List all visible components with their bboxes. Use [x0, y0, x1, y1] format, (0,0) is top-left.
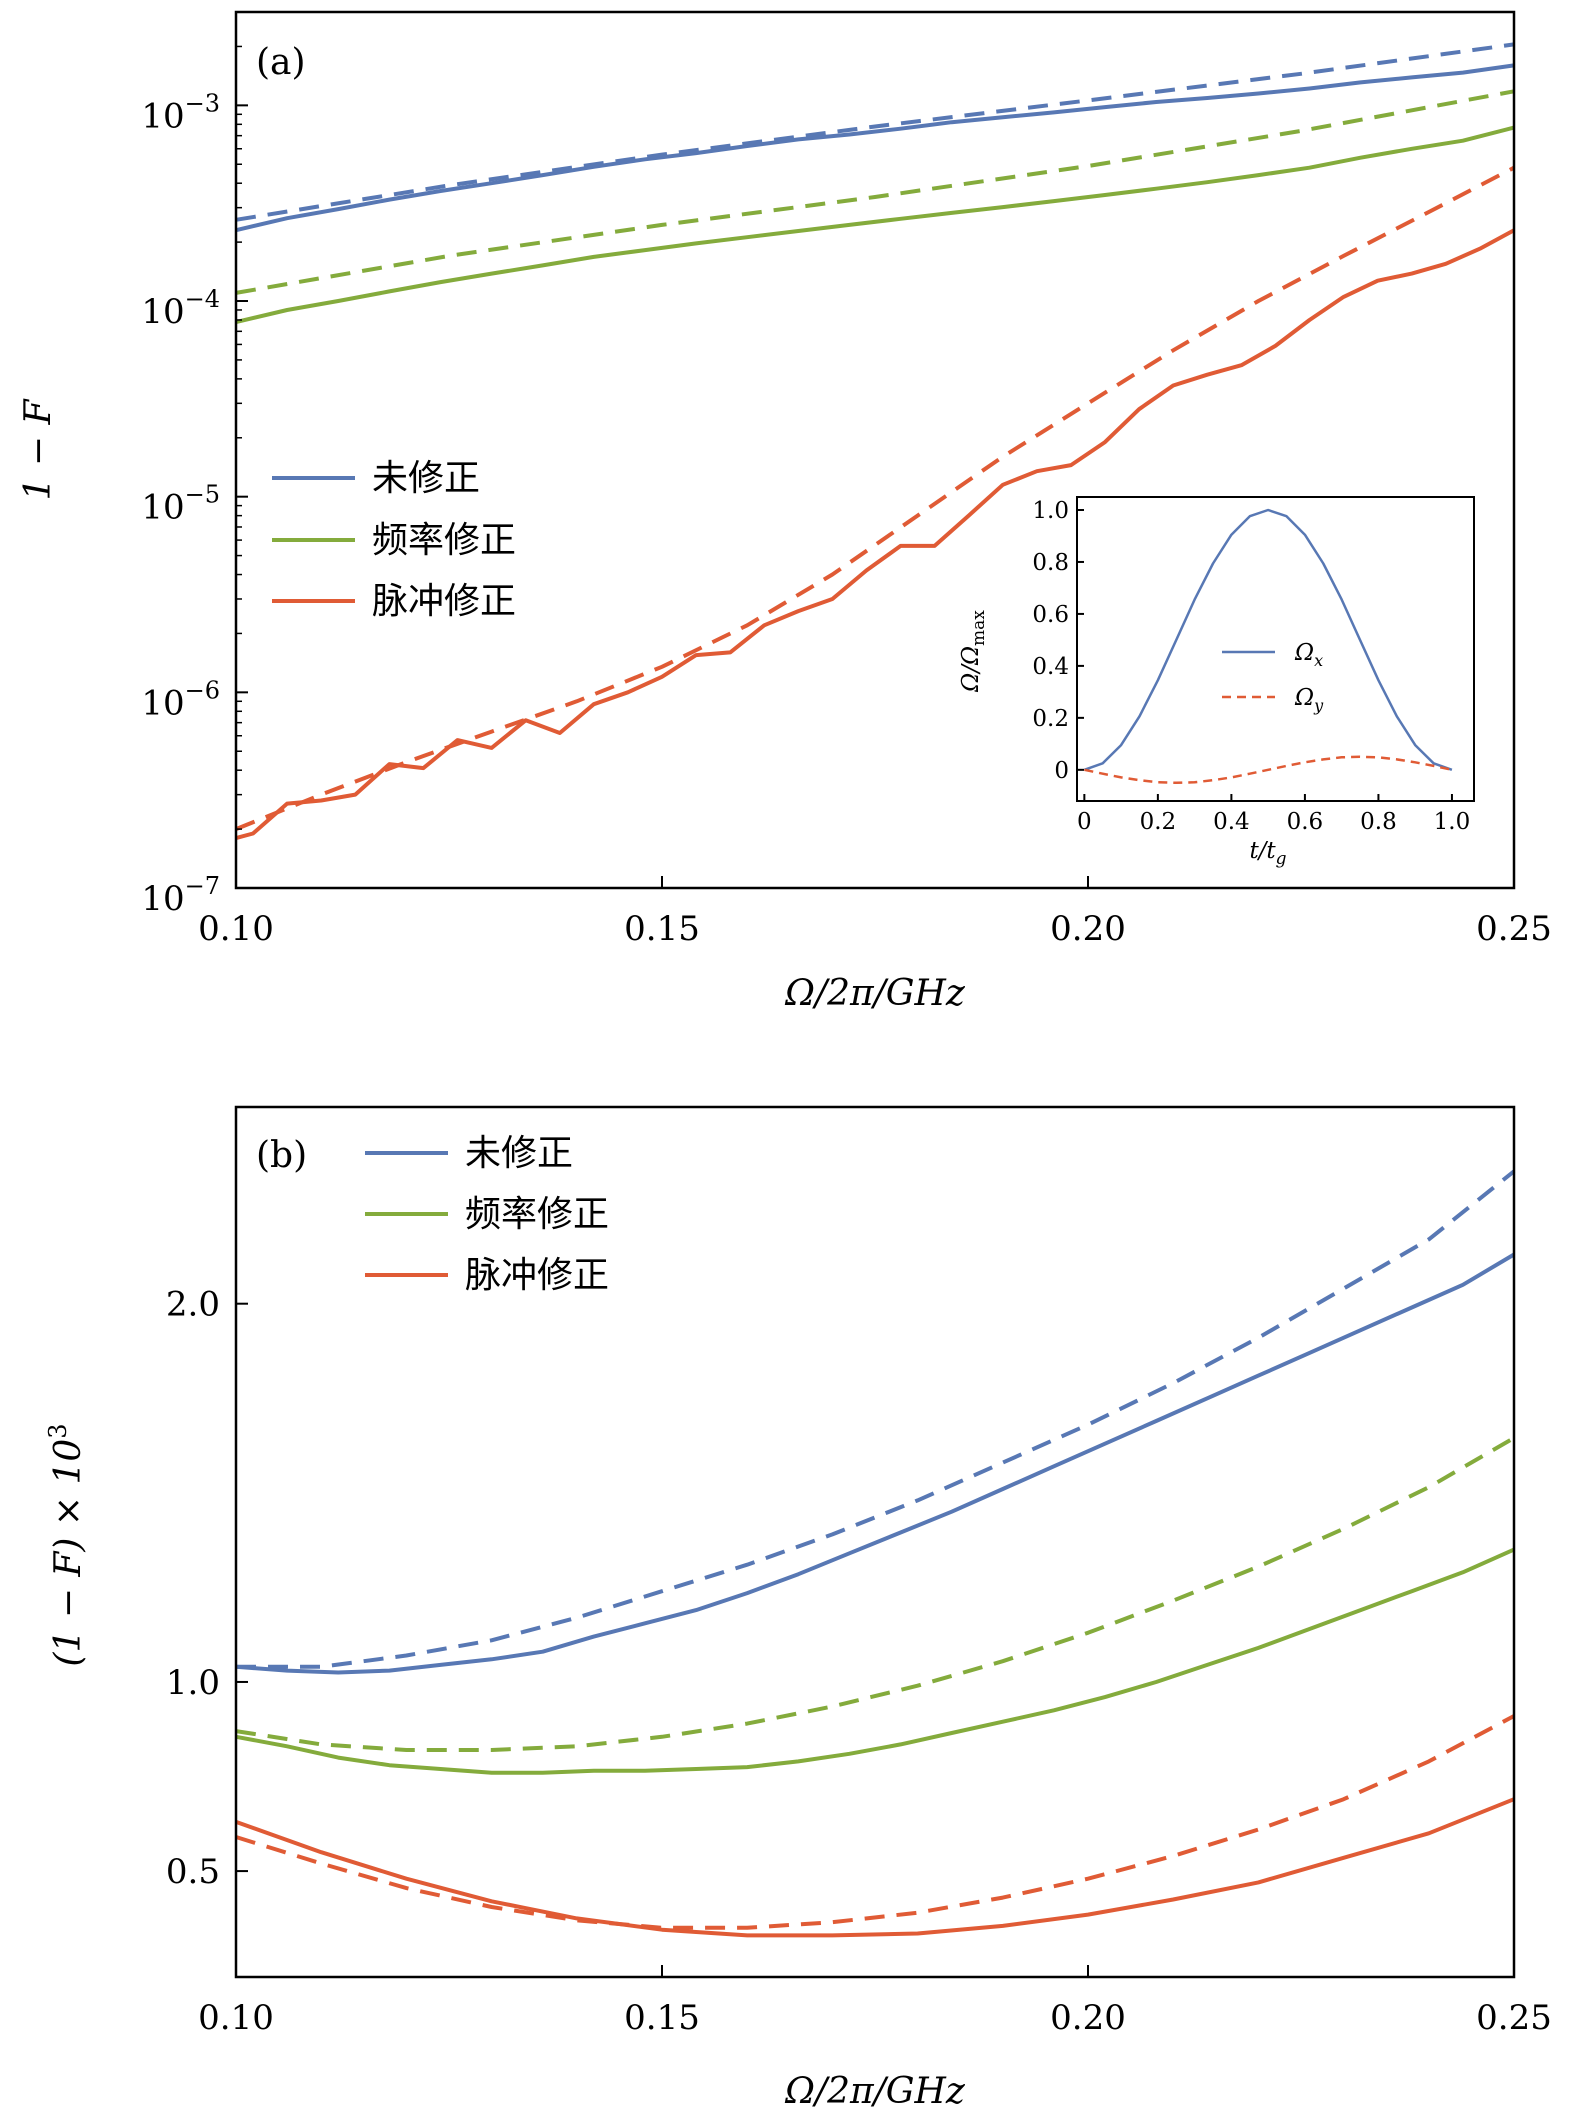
panel-a-legend-label-pulse: 脉冲修正: [372, 581, 516, 622]
panel-b-ticks: 0.10 0.15 0.20 0.25 0.5 1.0 2.0: [166, 1285, 1552, 2038]
inset-x-tick-label: 0.8: [1360, 809, 1397, 835]
inset-x-tick-label: 0: [1077, 809, 1092, 835]
inset-series-pulse-dashed-line: [1084, 755, 1453, 785]
panel-b-series-frequency-dashed-line: [235, 1436, 1516, 1752]
panel-b-x-tick-label: 0.25: [1476, 1998, 1552, 2038]
inset-x-tick-label: 0.4: [1213, 809, 1250, 835]
panel-b-series-uncorrected-dashed-line: [236, 1169, 1516, 1669]
inset-y-tick-label: 0.6: [1032, 602, 1069, 628]
panel-b-legend-label-uncorrected: 未修正: [465, 1133, 573, 1174]
panel-b-series-pulse-dashed-line: [235, 1714, 1515, 1930]
inset-chart: 0 0.2 0.4 0.6 0.8 1.0 0 0.2 0.4 0.6 0.8 1.0 t/tg Ω/…: [958, 496, 1475, 869]
inset-x-tick-label: 1.0: [1434, 809, 1471, 835]
panel-a-series-pulse-solid-line: [235, 228, 1515, 841]
inset-plot-area: [1083, 508, 1453, 785]
panel-a-y-tick-label: 10−4: [141, 285, 220, 332]
panel-a-x-tick-label: 0.15: [624, 909, 700, 949]
panel-b-x-tick-label: 0.15: [624, 1998, 700, 2038]
inset-y-tick-label: 1.0: [1032, 498, 1069, 524]
panel-a-series-frequency-solid-line: [235, 125, 1515, 325]
panel-a-y-axis-label: 1 − F: [18, 398, 59, 501]
panel-a-x-tick-label: 0.10: [198, 909, 274, 949]
panel-a-series-uncorrected-dashed-line: [235, 42, 1515, 222]
panel-a-legend: 未修正 频率修正 脉冲修正: [272, 458, 516, 622]
panel-a-x-axis-label: Ω/2π/GHz: [784, 973, 966, 1014]
panel-a-y-tick-label: 10−5: [141, 481, 220, 528]
panel-b-series-uncorrected-solid-line: [235, 1252, 1516, 1675]
panel-b-y-tick-label: 0.5: [166, 1852, 220, 1892]
panel-b-y-axis-label: (1 − F) × 103: [44, 1423, 89, 1666]
panel-b-legend: 未修正 频率修正 脉冲修正: [365, 1133, 609, 1296]
panel-b-y-tick-label: 2.0: [166, 1285, 220, 1325]
inset-y-tick-label: 0.8: [1032, 550, 1069, 576]
panel-a-series-pulse-dashed-line: [235, 165, 1515, 831]
panel-b-series-pulse-solid-line: [235, 1797, 1515, 1938]
panel-b-plot-area: [235, 1169, 1516, 1938]
panel-a-legend-label-uncorrected: 未修正: [372, 458, 480, 499]
panel-b-x-tick-label: 0.10: [198, 1998, 274, 2038]
inset-y-tick-label: 0: [1054, 758, 1069, 784]
inset-x-tick-label: 0.2: [1140, 809, 1177, 835]
inset-x-axis-label: t/tg: [1249, 838, 1286, 869]
panel-b-series-frequency-solid-line: [235, 1547, 1515, 1775]
panel-a-tag: (a): [256, 42, 306, 83]
panel-a-x-tick-label: 0.20: [1050, 909, 1126, 949]
inset-background: [1077, 497, 1474, 801]
panel-b-legend-label-frequency: 频率修正: [465, 1194, 609, 1235]
panel-b-y-tick-label: 1.0: [166, 1663, 220, 1703]
panel-a-y-tick-label: 10−3: [141, 89, 220, 136]
inset-y-tick-label: 0.2: [1032, 706, 1069, 732]
inset-y-tick-label: 0.4: [1032, 654, 1069, 680]
inset-x-tick-label: 0.6: [1287, 809, 1324, 835]
panel-a-legend-label-frequency: 频率修正: [372, 520, 516, 561]
panel-b-frame: [234, 1105, 1516, 1979]
panel-a-series-uncorrected-solid-line: [235, 63, 1515, 233]
panel-b-chart: 0.10 0.15 0.20 0.25 0.5 1.0 2.0 (b) Ω/2π/GHz (…: [44, 1105, 1552, 2112]
inset-series-uncorrected-solid-line: [1083, 508, 1453, 771]
panel-b-legend-label-pulse: 脉冲修正: [465, 1255, 609, 1296]
panel-a-series-frequency-dashed-line: [235, 89, 1515, 295]
panel-b-tag: (b): [256, 1135, 307, 1176]
panel-a-frame: [234, 10, 1516, 890]
panel-a-plot-area: [235, 42, 1515, 841]
inset-y-axis-label: Ω/Ωmax: [958, 610, 989, 693]
panel-a-x-tick-label: 0.25: [1476, 909, 1552, 949]
inset-frame: [1076, 496, 1475, 802]
panel-b-x-axis-label: Ω/2π/GHz: [784, 2071, 966, 2112]
panel-a-y-tick-label: 10−6: [141, 676, 220, 723]
panel-b-x-tick-label: 0.20: [1050, 1998, 1126, 2038]
inset-ticks: 0 0.2 0.4 0.6 0.8 1.0 0 0.2 0.4 0.6 0.8 1.0: [1032, 498, 1470, 835]
